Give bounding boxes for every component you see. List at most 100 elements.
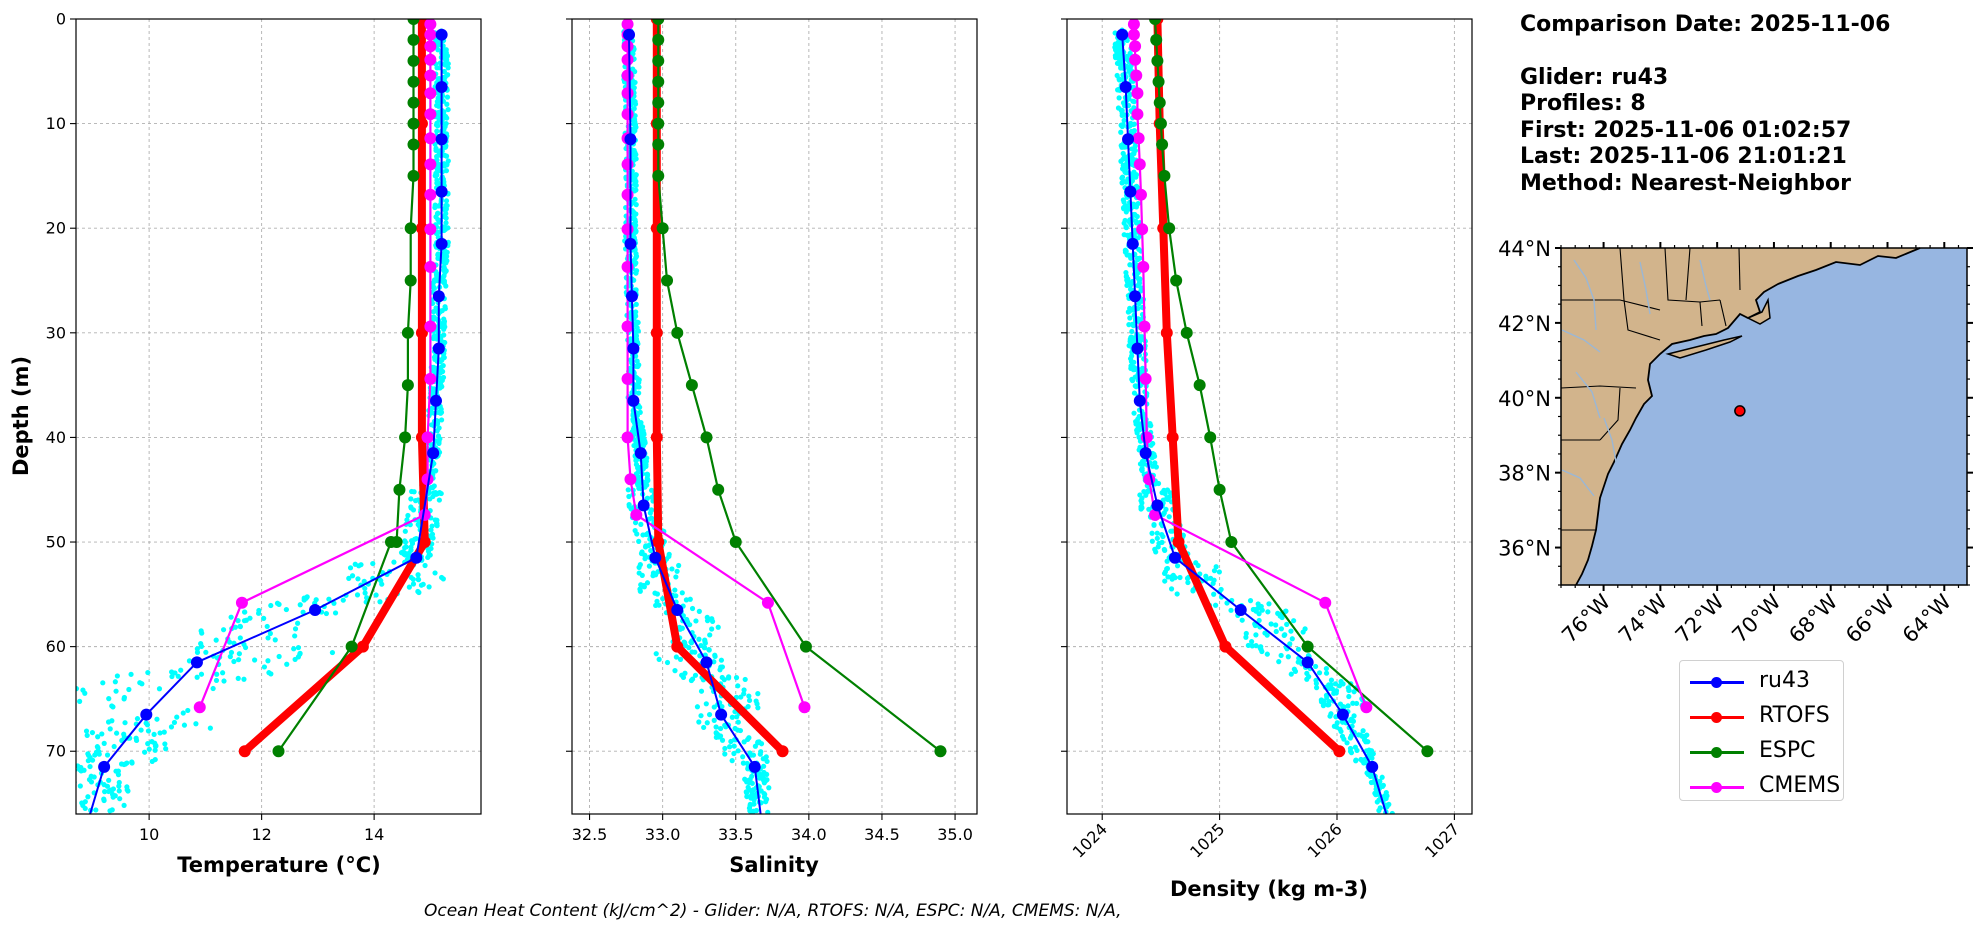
raw-glider-point [435,216,441,223]
series-point-espc [652,96,665,109]
raw-glider-point [694,704,701,710]
series-point-cmems [424,158,437,171]
raw-glider-point [1323,670,1330,676]
raw-glider-point [631,173,637,179]
raw-glider-point [1112,55,1119,61]
raw-glider-point [1135,235,1141,241]
raw-glider-point [1228,607,1234,613]
raw-glider-point [633,151,639,158]
raw-glider-point [332,610,339,616]
raw-glider-point [436,116,442,123]
series-point-rtofs [418,536,431,549]
series-point-cmems [621,158,634,171]
series-point-ru43 [624,133,637,146]
series-point-espc [404,274,417,287]
series-point-cmems [621,320,634,333]
raw-glider-point [1162,491,1168,497]
series-point-cmems [424,108,437,121]
raw-glider-point [1115,87,1121,93]
raw-glider-point [443,168,450,174]
raw-glider-point [268,602,274,609]
raw-glider-point [766,785,772,791]
raw-glider-point [636,482,642,489]
density-series [1116,19,1434,814]
raw-glider-point [126,686,132,693]
raw-glider-point [163,746,169,752]
raw-glider-point [432,570,438,576]
x-tick-label: 35.0 [937,825,973,844]
raw-glider-point [149,739,155,745]
raw-glider-point [679,672,685,678]
raw-glider-point [261,664,268,670]
legend-marker-ru43 [1711,677,1722,688]
raw-glider-point [1120,197,1126,203]
raw-glider-point [679,590,685,596]
raw-glider-point [1265,609,1271,615]
raw-glider-point [231,658,237,665]
raw-glider-point [255,610,262,616]
raw-glider-point [1124,279,1131,285]
raw-glider-point [1120,150,1126,157]
raw-glider-point [1117,61,1123,67]
raw-glider-point [715,624,721,630]
raw-glider-point [1257,645,1263,651]
map-state-borders [1560,247,1741,531]
raw-glider-point [1149,538,1155,544]
raw-glider-point [634,358,640,364]
raw-glider-point [65,689,70,694]
raw-glider-point [1323,665,1329,672]
series-point-ru43 [309,604,322,617]
series-point-cmems [621,431,634,444]
raw-glider-point [413,498,419,504]
raw-glider-point [121,734,127,740]
raw-glider-point [1288,671,1294,677]
series-point-espc [407,117,420,130]
raw-glider-point [1284,621,1290,628]
depth-y-ticks: 0 10 20 30 40 50 60 70 [46,10,76,761]
raw-glider-point [755,691,761,697]
raw-glider-point [1334,720,1340,726]
raw-glider-point [1154,535,1160,541]
raw-glider-point [687,596,693,602]
info-panel: Comparison Date: 2025-11-06 Glider: ru43… [1520,12,1890,197]
raw-glider-point [442,74,448,80]
raw-glider-point [129,759,135,765]
raw-glider-point [1160,497,1166,503]
series-point-ru43 [1116,28,1129,41]
series-point-cmems [1138,320,1151,333]
raw-glider-point [62,792,67,797]
raw-glider-point [1328,682,1334,688]
raw-glider-point [175,673,181,679]
series-point-espc [652,33,665,46]
raw-glider-point [706,647,712,653]
method: Method: Nearest-Neighbor [1520,170,1851,196]
raw-glider-point [441,227,447,234]
series-point-espc [407,33,420,46]
raw-glider-point [637,404,643,410]
raw-glider-point [418,582,425,588]
raw-glider-point [340,597,346,603]
series-point-rtofs [1166,431,1179,444]
raw-glider-point [426,552,432,558]
legend-item-cmems: CMEMS [1680,771,1843,804]
raw-glider-point [349,573,356,579]
x-tick-label: 33.5 [718,825,754,844]
legend: ru43 RTOFS ESPC CMEMS [1679,660,1844,801]
raw-glider-point [735,748,741,754]
raw-glider-point [1289,636,1295,642]
raw-glider-point [1360,728,1366,734]
legend-marker-rtofs [1711,712,1722,723]
raw-glider-point [635,465,641,471]
series-point-espc [272,745,285,758]
raw-glider-point [443,202,449,209]
series-point-cmems [424,28,437,41]
raw-glider-point [236,657,242,663]
raw-glider-point [633,182,639,188]
series-point-ru43 [1122,133,1135,146]
raw-glider-point [433,145,439,152]
raw-glider-point [174,714,180,720]
raw-glider-point [276,653,282,660]
raw-glider-point [1278,652,1284,659]
raw-glider-point [1285,654,1291,660]
series-point-ru43 [624,237,637,250]
